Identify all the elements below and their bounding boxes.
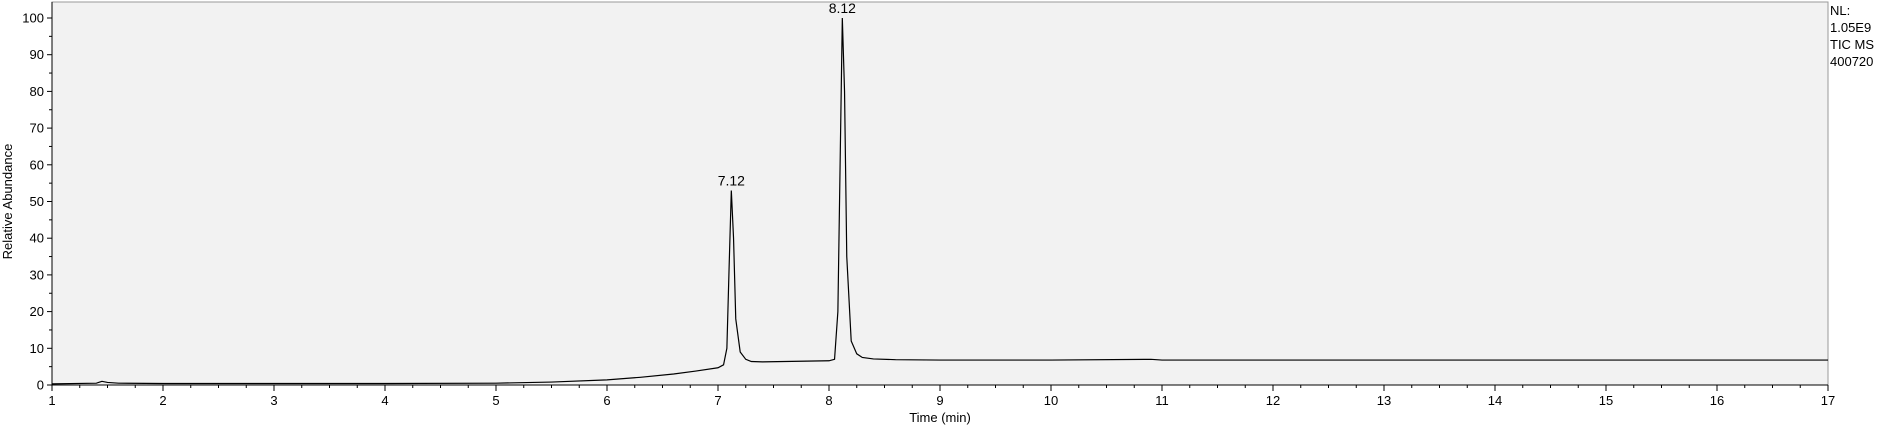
plot-area (51, 1, 1829, 386)
y-tick-label: 30 (30, 267, 44, 282)
x-axis-title: Time (min) (909, 410, 971, 425)
x-tick-label: 16 (1710, 393, 1724, 408)
x-tick-label: 17 (1821, 393, 1835, 408)
y-tick-label: 70 (30, 121, 44, 136)
x-tick-label: 5 (492, 393, 499, 408)
nl-label: NL: (1830, 3, 1851, 18)
x-tick-label: 1 (48, 393, 55, 408)
x-tick-label: 9 (936, 393, 943, 408)
y-tick-label: 0 (37, 378, 44, 393)
file-id: 400720 (1830, 54, 1874, 69)
x-tick-label: 4 (381, 393, 388, 408)
x-tick-label: 6 (603, 393, 610, 408)
peak-annotations: 7.12 8.12 (718, 0, 856, 188)
x-tick-label: 3 (270, 393, 277, 408)
nl-value: 1.05E9 (1830, 20, 1872, 35)
y-tick-label: 40 (30, 231, 44, 246)
x-tick-label: 15 (1599, 393, 1613, 408)
x-tick-label: 14 (1488, 393, 1502, 408)
y-tick-label: 90 (30, 47, 44, 62)
trace-type: TIC MS (1830, 37, 1875, 52)
y-tick-label: 100 (22, 11, 44, 26)
y-tick-label: 60 (30, 157, 44, 172)
peak-label: 7.12 (718, 172, 745, 188)
x-tick-label: 2 (159, 393, 166, 408)
y-tick-label: 80 (30, 84, 44, 99)
x-tick-label: 13 (1377, 393, 1391, 408)
peak-label: 8.12 (829, 0, 856, 16)
y-tick-label: 20 (30, 304, 44, 319)
y-tick-label: 10 (30, 341, 44, 356)
y-tick-label: 50 (30, 194, 44, 209)
trace-info: NL: 1.05E9 TIC MS 400720 (1830, 2, 1874, 70)
x-tick-label: 11 (1155, 393, 1169, 408)
y-axis: 0 10 20 30 40 50 60 70 80 90 100 (22, 2, 53, 393)
x-tick-label: 7 (714, 393, 721, 408)
x-axis: 1 2 3 4 5 6 7 8 9 10 11 12 13 14 15 16 17 (48, 384, 1835, 408)
tic-trace-line (51, 17, 1828, 385)
x-tick-label: 10 (1044, 393, 1058, 408)
y-axis-title: Relative Abundance (0, 144, 15, 260)
x-tick-label: 8 (825, 393, 832, 408)
x-tick-label: 12 (1266, 393, 1280, 408)
